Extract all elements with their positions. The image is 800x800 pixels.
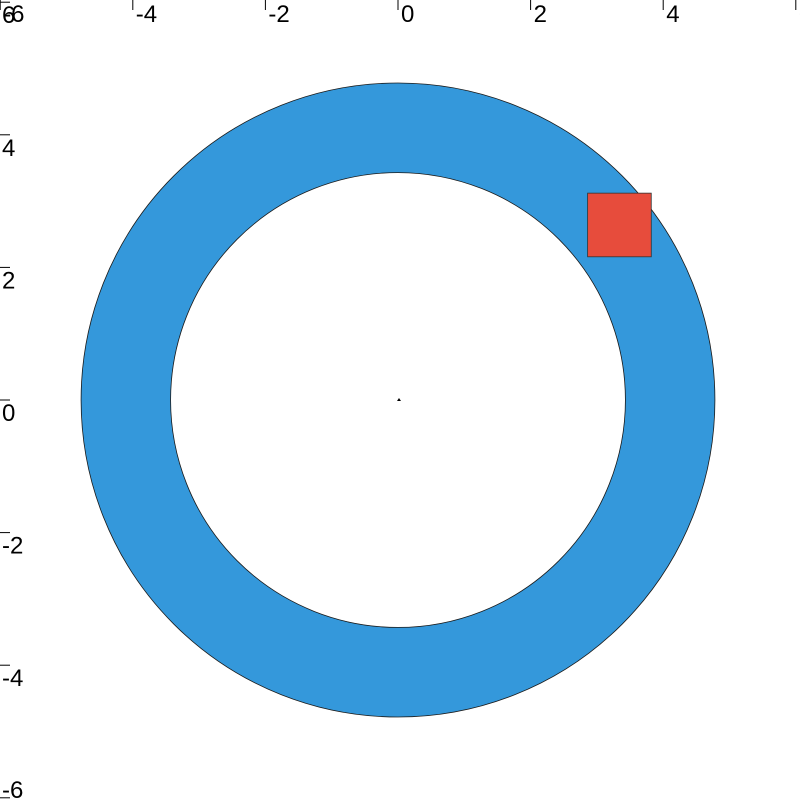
y-tick-label: -4 xyxy=(2,665,23,692)
y-tick-label: -6 xyxy=(2,777,23,800)
x-tick-label: 2 xyxy=(534,1,547,28)
y-tick-label: -2 xyxy=(2,533,23,560)
x-axis: -6 -4 -2 0 2 4 6 xyxy=(0,0,800,28)
red-square xyxy=(587,192,652,258)
y-tick-label: 0 xyxy=(2,400,15,427)
x-tick-label: 6 xyxy=(799,1,800,28)
y-tick-label: 6 xyxy=(2,2,15,29)
shapes-layer xyxy=(80,82,716,718)
y-tick-label: 2 xyxy=(2,267,15,294)
x-tick-label: 0 xyxy=(401,1,414,28)
y-axis: 6 4 2 0 -2 -4 -6 xyxy=(0,1,23,800)
blue-ring xyxy=(80,82,716,718)
center-marker xyxy=(397,398,401,401)
x-tick-label: 4 xyxy=(666,1,679,28)
x-tick-label: -4 xyxy=(136,1,157,28)
y-tick-label: 4 xyxy=(2,135,15,162)
x-tick-label: -2 xyxy=(268,1,289,28)
x-tick-label: -6 xyxy=(3,1,24,28)
